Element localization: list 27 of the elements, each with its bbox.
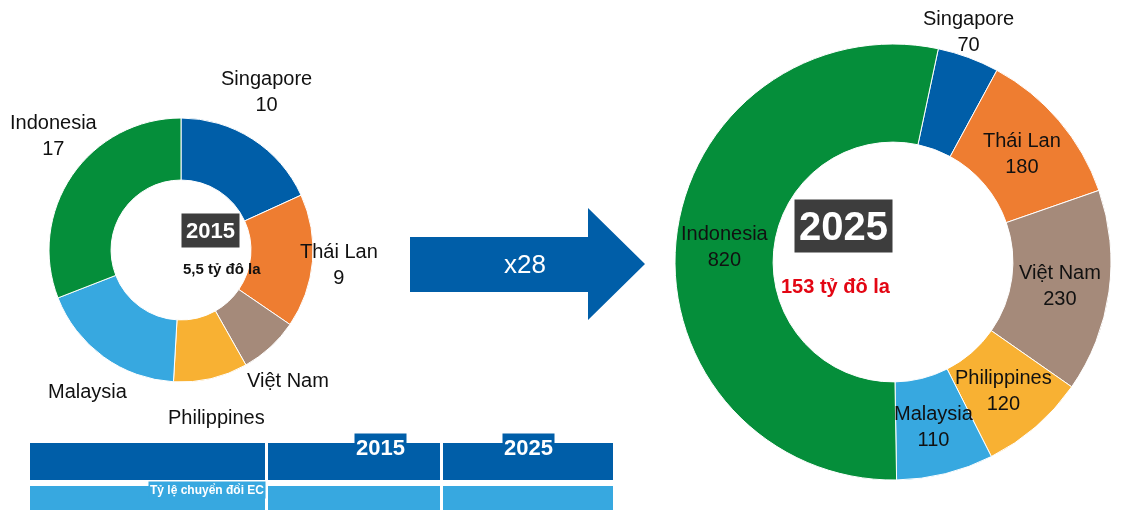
slice-label: Singapore <box>923 7 1015 29</box>
text: x28 <box>504 249 546 279</box>
slice-label: Philippines <box>955 366 1052 388</box>
slice-label: Malaysia <box>48 380 128 402</box>
data-label: 820 <box>707 248 742 270</box>
slice-label: Indonesia <box>681 222 769 244</box>
data-label: 9 <box>333 266 345 288</box>
slice-label: Thái Lan <box>983 129 1061 151</box>
data-label: 70 <box>957 33 980 55</box>
slice-label: Việt Nam <box>1019 261 1101 283</box>
text: Tỷ lệ chuyển đổi EC <box>150 483 265 497</box>
data-label: 120 <box>986 392 1021 414</box>
category-label: 2025 <box>504 435 553 460</box>
text: 2025 <box>799 204 888 248</box>
data-label: 10 <box>255 93 278 115</box>
text: 5,5 tỷ đô la <box>183 260 262 277</box>
category-label: 2015 <box>356 435 405 460</box>
text: 2015 <box>186 218 235 243</box>
data-label: 110 <box>917 428 950 450</box>
slice-label: Singapore <box>221 67 313 89</box>
data-label: 180 <box>1005 155 1039 177</box>
data-label: 17 <box>42 137 65 159</box>
text: 153 tỷ đô la <box>781 275 891 297</box>
slice-label: Indonesia <box>10 111 98 133</box>
data-label: 230 <box>1043 287 1077 309</box>
slice-label: Philippines <box>168 406 265 428</box>
slice-label: Việt Nam <box>247 369 329 391</box>
